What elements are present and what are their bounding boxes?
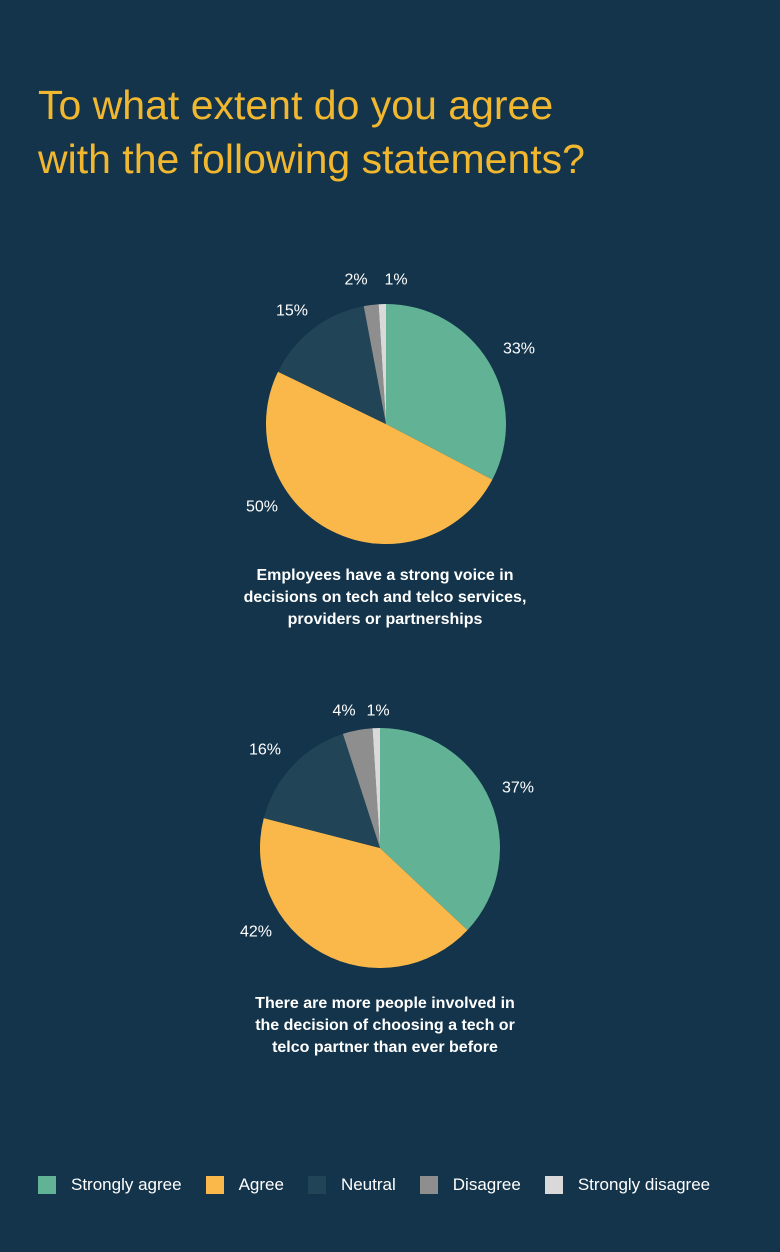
pie-2-slice-disagree	[342, 728, 380, 848]
pie-2-caption-line-1: There are more people involved in	[255, 995, 515, 1012]
pie-2-slice-agree	[259, 818, 468, 969]
legend-item-strongly-disagree: Strongly disagree	[544, 1175, 711, 1195]
pie-2-caption-line-3: telco partner than ever before	[272, 1039, 498, 1056]
legend-swatch-strongly-disagree	[544, 1176, 563, 1194]
chart-legend: Strongly agree Agree Neutral Disagree St…	[38, 1172, 710, 1198]
pie-1-label-strongly-agree: 33%	[503, 341, 535, 358]
pie-1-label-neutral: 15%	[276, 303, 308, 320]
pie-1-caption-line-2: decisions on tech and telco services,	[243, 589, 527, 606]
pie-2-slice-neutral	[263, 733, 380, 848]
pie-2-caption-line-2: the decision of choosing a tech or	[255, 1017, 515, 1034]
pie-2-label-disagree: 4%	[332, 703, 355, 720]
chart-title: To what extent do you agree with the fol…	[38, 78, 758, 186]
pie-1-label-strongly-disagree: 1%	[384, 272, 407, 289]
pie-2-caption: There are more people involved in the de…	[160, 993, 610, 1059]
legend-item-neutral: Neutral	[307, 1175, 396, 1195]
legend-swatch-disagree	[419, 1176, 438, 1194]
legend-swatch-strongly-agree	[38, 1176, 56, 1194]
pie-1-caption-line-1: Employees have a strong voice in	[256, 567, 514, 584]
pie-2-slice-strongly-disagree	[372, 728, 380, 848]
pie-1-slice-neutral	[278, 306, 386, 424]
pie-1-caption-line-3: providers or partnerships	[287, 611, 483, 628]
legend-item-agree: Agree	[205, 1175, 284, 1195]
pie-1-label-disagree: 2%	[344, 272, 367, 289]
legend-swatch-agree	[205, 1176, 224, 1194]
legend-item-strongly-agree: Strongly agree	[38, 1175, 182, 1195]
legend-label-neutral: Neutral	[340, 1175, 396, 1194]
pie-1: 33% 50% 15% 2% 1%	[246, 272, 535, 545]
pie-1-slice-agree	[265, 371, 493, 545]
pie-1-slice-disagree	[363, 304, 386, 424]
chart-title-line-1: To what extent do you agree	[38, 82, 554, 128]
pie-2-label-neutral: 16%	[249, 742, 281, 759]
legend-swatch-neutral	[307, 1176, 326, 1194]
pie-2-label-strongly-agree: 37%	[502, 780, 534, 797]
pie-2: 37% 42% 16% 4% 1%	[240, 703, 534, 969]
pie-2-label-strongly-disagree: 1%	[366, 703, 389, 720]
legend-item-disagree: Disagree	[419, 1175, 521, 1195]
pie-1-label-agree: 50%	[246, 499, 278, 516]
pie-1-slice-strongly-agree	[386, 304, 506, 480]
legend-label-agree: Agree	[238, 1175, 284, 1194]
pie-1-caption: Employees have a strong voice in decisio…	[160, 565, 610, 631]
chart-title-line-2: with the following statements?	[38, 136, 585, 182]
legend-label-disagree: Disagree	[452, 1175, 521, 1194]
pie-1-slice-strongly-disagree	[378, 304, 386, 424]
pie-2-label-agree: 42%	[240, 924, 272, 941]
legend-label-strongly-agree: Strongly agree	[71, 1175, 182, 1194]
legend-label-strongly-disagree: Strongly disagree	[577, 1175, 711, 1194]
pie-2-slice-strongly-agree	[380, 728, 501, 931]
